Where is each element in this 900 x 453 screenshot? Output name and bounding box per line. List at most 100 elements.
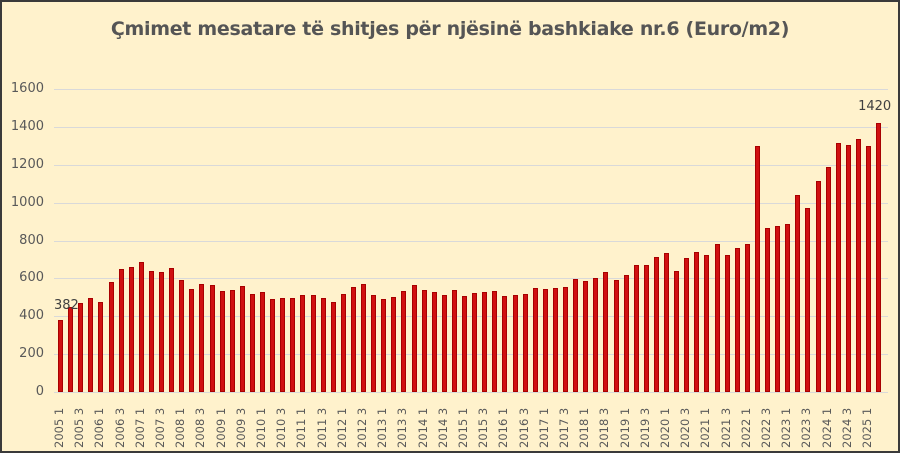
- bar: [381, 299, 387, 392]
- bar: [270, 299, 276, 392]
- bar: [88, 298, 94, 392]
- bar: [704, 254, 710, 392]
- bar: [118, 269, 124, 392]
- bar: [512, 295, 518, 392]
- bar: [249, 294, 255, 392]
- x-tick-label: 2006 3: [112, 407, 127, 448]
- x-tick-label: 2023 3: [799, 407, 814, 448]
- bar: [159, 272, 164, 392]
- x-tick-label: 2024 3: [839, 407, 854, 448]
- gridline: [54, 89, 888, 90]
- bar: [775, 226, 781, 392]
- bar: [239, 286, 245, 392]
- bar: [684, 258, 690, 392]
- x-tick-label: 2016 1: [496, 407, 511, 448]
- y-tick-label: 1000: [10, 194, 44, 210]
- x-tick-label: 2019 3: [637, 407, 652, 448]
- bar: [138, 262, 144, 392]
- bar: [371, 295, 377, 392]
- bar: [320, 298, 326, 392]
- bar: [421, 290, 427, 392]
- x-tick-label: 2006 1: [92, 407, 107, 448]
- bar: [866, 145, 871, 392]
- bar: [209, 285, 215, 392]
- bar: [855, 138, 861, 392]
- bar: [391, 297, 397, 392]
- bar: [583, 281, 589, 392]
- bar: [714, 243, 720, 392]
- bar: [785, 223, 791, 392]
- bar: [593, 278, 599, 392]
- bar: [78, 303, 84, 392]
- bar: [260, 292, 265, 392]
- bar: [472, 293, 478, 392]
- bar: [825, 166, 831, 392]
- x-tick-label: 2016 3: [516, 407, 531, 448]
- y-tick-label: 800: [19, 232, 44, 248]
- x-tick-label: 2014 3: [435, 407, 450, 448]
- x-tick-label: 2010 3: [274, 407, 289, 448]
- bar: [290, 298, 296, 392]
- bar: [340, 294, 346, 392]
- x-tick-label: 2021 3: [718, 407, 733, 448]
- bar: [643, 265, 649, 392]
- bar: [876, 123, 882, 392]
- x-tick-label: 2017 3: [557, 407, 571, 448]
- gridline: [54, 126, 888, 128]
- bar: [563, 287, 568, 392]
- bar: [68, 307, 74, 392]
- bar: [754, 145, 760, 392]
- bar: [603, 272, 609, 392]
- x-tick-label: 2011 3: [314, 407, 329, 448]
- x-tick-label: 2012 3: [355, 407, 369, 448]
- bar: [441, 295, 447, 392]
- x-tick-label: 2009 1: [213, 407, 228, 448]
- bar: [179, 280, 185, 392]
- bar: [350, 287, 356, 392]
- y-tick-label: 1200: [10, 156, 44, 172]
- x-tick-label: 2012 1: [334, 407, 349, 448]
- bar: [694, 252, 700, 392]
- x-tick-label: 2010 1: [254, 407, 268, 448]
- bar: [835, 142, 841, 392]
- bar: [633, 265, 639, 392]
- y-tick-label: 1600: [10, 81, 44, 96]
- bar: [502, 296, 508, 392]
- x-tick-label: 2020 3: [678, 407, 693, 448]
- gridline: [54, 392, 888, 393]
- bar: [805, 207, 811, 392]
- bar: [734, 247, 740, 392]
- x-tick-label: 2008 1: [173, 407, 188, 448]
- bar: [492, 291, 498, 392]
- y-tick-label: 400: [19, 308, 44, 324]
- bar: [148, 271, 154, 392]
- bar: [573, 279, 579, 392]
- bar: [815, 180, 821, 392]
- gridline: [54, 316, 888, 318]
- bar: [552, 288, 558, 392]
- x-tick-label: 2018 3: [597, 407, 612, 448]
- gridline: [54, 164, 888, 166]
- bar: [664, 253, 669, 392]
- bar: [98, 302, 104, 392]
- bar: [169, 268, 175, 392]
- y-tick-label: 600: [19, 270, 44, 286]
- bar: [199, 284, 205, 392]
- x-tick-label: 2005 1: [52, 407, 66, 448]
- x-tick-label: 2014 1: [415, 407, 430, 448]
- x-tick-label: 2018 1: [577, 407, 592, 448]
- bar: [128, 267, 134, 392]
- x-tick-label: 2023 1: [779, 407, 794, 448]
- x-tick-label: 2005 3: [72, 407, 87, 448]
- bar: [451, 290, 457, 392]
- bar: [431, 292, 437, 392]
- bar: [724, 255, 730, 392]
- bar: [58, 319, 63, 392]
- x-tick-label: 2022 3: [759, 407, 773, 448]
- x-tick-label: 2013 1: [375, 407, 390, 448]
- data-label: 1420: [858, 99, 892, 115]
- x-tick-label: 2007 3: [153, 407, 167, 448]
- x-tick-label: 2015 3: [476, 407, 491, 448]
- bar: [300, 295, 306, 392]
